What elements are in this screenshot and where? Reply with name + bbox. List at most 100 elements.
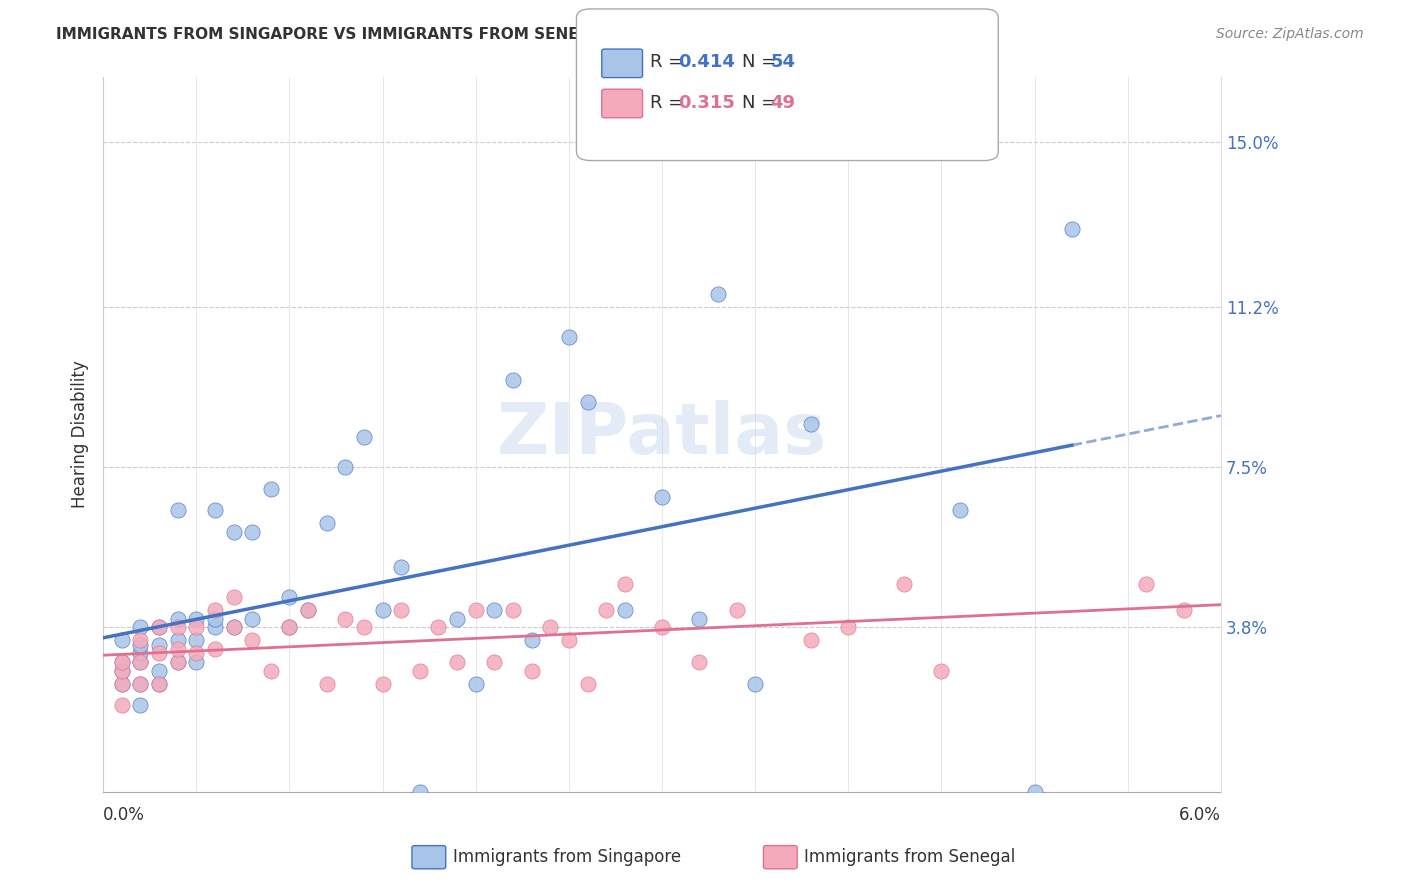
Point	[278, 590, 301, 604]
Point	[240, 524, 263, 539]
Point	[1060, 222, 1083, 236]
Point	[371, 603, 394, 617]
Point	[111, 633, 134, 648]
Point	[111, 676, 134, 690]
Point	[166, 655, 188, 669]
Point	[111, 655, 134, 669]
Point	[186, 655, 208, 669]
Point	[558, 330, 581, 344]
Point	[204, 611, 226, 625]
Point	[111, 698, 134, 713]
Point	[204, 641, 226, 656]
Point	[446, 655, 468, 669]
Point	[222, 620, 245, 634]
Point	[538, 620, 561, 634]
Point	[484, 655, 506, 669]
Point	[129, 676, 152, 690]
Point	[707, 286, 730, 301]
Text: N =: N =	[742, 94, 782, 112]
Point	[129, 698, 152, 713]
Point	[315, 676, 337, 690]
Point	[166, 641, 188, 656]
Point	[651, 620, 673, 634]
Point	[129, 646, 152, 660]
Point	[278, 620, 301, 634]
Point	[297, 603, 319, 617]
Point	[166, 620, 188, 634]
Point	[111, 655, 134, 669]
Point	[129, 633, 152, 648]
Point	[278, 620, 301, 634]
Point	[204, 620, 226, 634]
Point	[186, 633, 208, 648]
Point	[186, 646, 208, 660]
Point	[186, 620, 208, 634]
Point	[240, 611, 263, 625]
Point	[166, 503, 188, 517]
Point	[204, 603, 226, 617]
Point	[1173, 603, 1195, 617]
Point	[148, 676, 170, 690]
Point	[129, 676, 152, 690]
Text: 49: 49	[770, 94, 796, 112]
Point	[111, 676, 134, 690]
Point	[520, 633, 543, 648]
Point	[129, 655, 152, 669]
Point	[148, 620, 170, 634]
Point	[204, 503, 226, 517]
Point	[148, 676, 170, 690]
Point	[800, 417, 823, 431]
Point	[148, 664, 170, 678]
Point	[931, 664, 953, 678]
Point	[129, 620, 152, 634]
Point	[576, 676, 599, 690]
Point	[389, 603, 412, 617]
Point	[744, 676, 766, 690]
Point	[222, 590, 245, 604]
Y-axis label: Hearing Disability: Hearing Disability	[72, 360, 89, 508]
Point	[353, 620, 375, 634]
Point	[166, 611, 188, 625]
Point	[111, 664, 134, 678]
Point	[297, 603, 319, 617]
Point	[353, 430, 375, 444]
Point	[576, 395, 599, 409]
Point	[484, 603, 506, 617]
Point	[427, 620, 450, 634]
Point	[129, 655, 152, 669]
Text: ZIPatlas: ZIPatlas	[496, 401, 827, 469]
Point	[166, 633, 188, 648]
Text: IMMIGRANTS FROM SINGAPORE VS IMMIGRANTS FROM SENEGAL HEARING DISABILITY CORRELAT: IMMIGRANTS FROM SINGAPORE VS IMMIGRANTS …	[56, 27, 984, 42]
Point	[1024, 785, 1046, 799]
Point	[148, 638, 170, 652]
Text: 6.0%: 6.0%	[1180, 806, 1220, 824]
Point	[389, 559, 412, 574]
Text: 0.0%: 0.0%	[103, 806, 145, 824]
Point	[1135, 577, 1157, 591]
Point	[800, 633, 823, 648]
Point	[595, 603, 617, 617]
Point	[520, 664, 543, 678]
Point	[502, 374, 524, 388]
Point	[409, 664, 432, 678]
Point	[148, 620, 170, 634]
Point	[260, 664, 283, 678]
Point	[129, 638, 152, 652]
Point	[464, 603, 486, 617]
Text: 0.315: 0.315	[678, 94, 734, 112]
Point	[893, 577, 915, 591]
Text: R =: R =	[650, 94, 689, 112]
Point	[148, 646, 170, 660]
Point	[446, 611, 468, 625]
Point	[260, 482, 283, 496]
Point	[409, 785, 432, 799]
Point	[335, 460, 357, 475]
Point	[335, 611, 357, 625]
Text: Immigrants from Senegal: Immigrants from Senegal	[804, 848, 1015, 866]
Point	[613, 603, 636, 617]
Point	[837, 620, 859, 634]
Text: N =: N =	[742, 54, 782, 71]
Point	[725, 603, 748, 617]
Point	[949, 503, 972, 517]
Point	[651, 491, 673, 505]
